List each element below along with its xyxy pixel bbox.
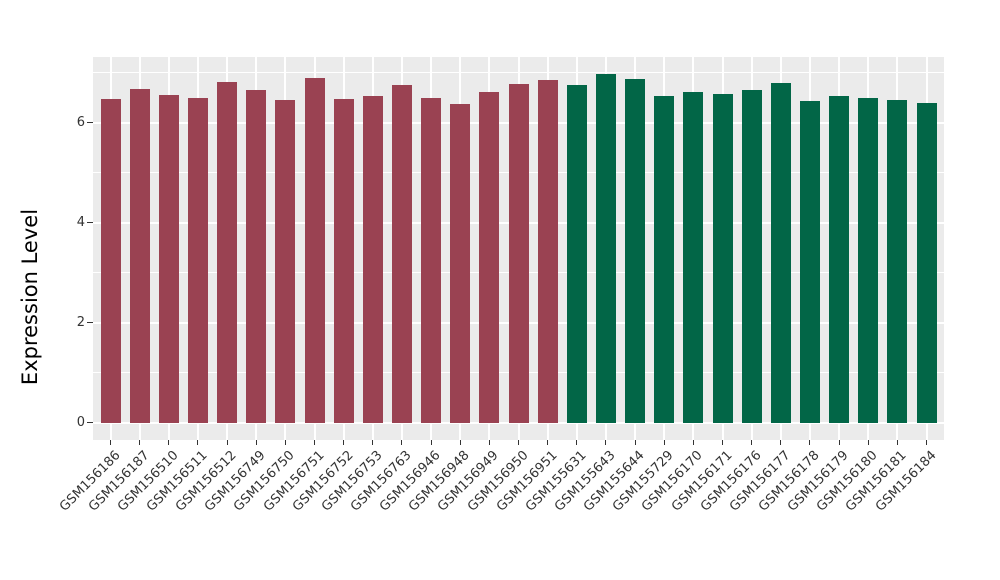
bar-GSM156951 <box>537 80 558 423</box>
y-tick-mark <box>87 222 93 223</box>
y-tick-label: 2 <box>76 314 85 330</box>
y-tick-label: 0 <box>76 414 85 430</box>
y-tick-label: 4 <box>76 214 85 230</box>
y-tick-mark <box>87 422 93 423</box>
bar-GSM155631 <box>566 84 587 423</box>
x-tick-mark <box>547 440 549 445</box>
y-axis-title: Expression Level <box>18 208 42 386</box>
bar-GSM156177 <box>770 83 791 423</box>
bar-GSM156948 <box>450 104 471 423</box>
bar-GSM156180 <box>858 97 879 423</box>
x-tick-mark <box>110 440 111 445</box>
y-tick-mark <box>87 322 93 323</box>
bar-GSM156750 <box>275 99 296 423</box>
x-tick-mark <box>401 440 403 445</box>
x-tick-mark <box>576 440 578 445</box>
x-tick-mark <box>838 440 840 445</box>
x-tick-mark <box>430 440 432 445</box>
bar-GSM156749 <box>246 89 267 423</box>
x-tick-mark <box>518 440 519 445</box>
bar-GSM156512 <box>217 82 238 423</box>
bar-GSM156752 <box>333 99 354 423</box>
x-tick-mark <box>692 440 694 445</box>
bar-GSM156171 <box>712 93 733 423</box>
bar-GSM156511 <box>187 98 208 423</box>
bar-GSM156510 <box>158 94 179 423</box>
bar-GSM155644 <box>625 79 646 423</box>
bar-GSM156186 <box>100 99 121 423</box>
bar-GSM156949 <box>479 92 500 423</box>
y-tick-label: 6 <box>76 114 85 130</box>
bar-GSM155729 <box>654 96 675 423</box>
plot-panel <box>93 57 944 440</box>
bar-GSM156946 <box>421 98 442 423</box>
major-gridline <box>93 421 944 424</box>
x-tick-mark <box>867 440 869 445</box>
x-tick-mark <box>459 440 461 445</box>
x-tick-mark <box>255 440 257 445</box>
bar-GSM156950 <box>508 84 529 423</box>
x-tick-mark <box>634 440 636 445</box>
bar-GSM156176 <box>741 89 762 423</box>
x-tick-mark <box>605 440 607 445</box>
x-tick-mark <box>343 440 345 445</box>
bar-GSM156181 <box>887 100 908 423</box>
x-tick-mark <box>139 440 141 445</box>
x-tick-mark <box>168 440 170 445</box>
bar-GSM156179 <box>829 96 850 423</box>
x-tick-mark <box>314 440 315 445</box>
bar-GSM155643 <box>595 74 616 423</box>
bar-GSM156184 <box>916 103 937 423</box>
bar-GSM156763 <box>391 85 412 423</box>
bar-GSM156178 <box>799 101 820 423</box>
y-tick-mark <box>87 122 93 123</box>
bar-GSM156753 <box>362 95 383 423</box>
x-tick-mark <box>751 440 753 445</box>
x-tick-mark <box>284 440 286 445</box>
x-tick-mark <box>197 440 199 445</box>
x-tick-mark <box>722 440 723 445</box>
x-tick-mark <box>372 440 374 445</box>
bar-GSM156170 <box>683 92 704 423</box>
x-tick-mark <box>226 440 228 445</box>
x-tick-mark <box>896 440 898 445</box>
minor-gridline <box>93 72 944 73</box>
x-tick-mark <box>926 440 927 445</box>
x-tick-mark <box>809 440 811 445</box>
bar-GSM156751 <box>304 78 325 423</box>
x-tick-mark <box>488 440 490 445</box>
x-tick-mark <box>663 440 665 445</box>
bar-GSM156187 <box>129 89 150 423</box>
x-tick-mark <box>780 440 782 445</box>
